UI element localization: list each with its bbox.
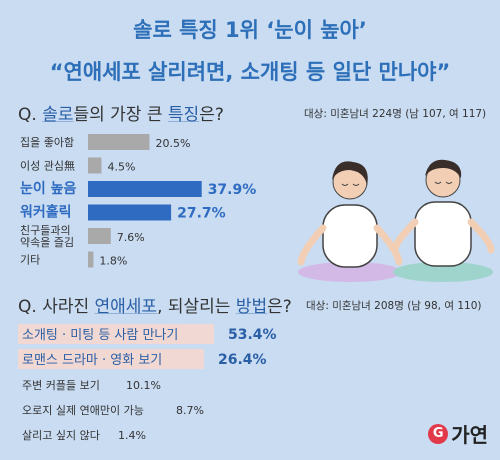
row-category-label: 로맨스 드라마 · 영화 보기	[22, 353, 162, 368]
question-1-note: 대상: 미혼남녀 224명 (남 107, 여 117)	[304, 108, 487, 120]
bar-category-label: 워커홀릭	[20, 204, 72, 221]
bar-category-label: 이성 관심無	[20, 159, 75, 173]
logo-text: 가연	[451, 423, 488, 447]
bar-category-label: 집을 좋아함	[20, 136, 74, 149]
bar	[88, 204, 172, 221]
row-value-label: 53.4%	[228, 327, 277, 343]
bar	[88, 228, 111, 244]
page-subtitle: “연애세포 살리려면, 소개팅 등 일단 만나야”	[49, 60, 451, 84]
page-title: 솔로 특징 1위 ‘눈이 높아’	[133, 18, 367, 42]
question-1-prefix: Q.	[18, 105, 43, 125]
question-2-suffix: 은?	[267, 297, 292, 317]
question-1-highlight-1: 솔로	[42, 105, 74, 125]
question-1-middle: 들의 가장 큰	[73, 105, 168, 125]
row-category-label: 소개팅 · 미팅 등 사람 만나기	[22, 328, 178, 343]
question-1-suffix: 은?	[199, 105, 224, 125]
brand-logo: G 가연	[428, 419, 488, 448]
bar-category-label: 친구들과의 약속을 즐김	[20, 224, 74, 249]
question-1: Q. 솔로들의 가장 큰 특징은?	[18, 100, 224, 125]
question-2-middle: , 되살리는	[157, 297, 236, 317]
bar-category-label: 눈이 높음	[20, 180, 77, 197]
chart-solo-traits: 집을 좋아함 20.5% 이성 관심無 4.5% 눈이 높음 37.9% 워커홀릭 27.7%…	[20, 134, 257, 268]
man-figure	[391, 159, 495, 282]
question-2: Q. 사라진 연애세포, 되살리는 방법은?	[18, 292, 292, 317]
question-2-highlight-2: 방법	[235, 297, 268, 317]
bar	[88, 251, 94, 268]
chart-revive-methods: 소개팅 · 미팅 등 사람 만나기 53.4% 로맨스 드라마 · 영화 보기 26.…	[18, 324, 277, 442]
woman-figure	[297, 161, 403, 282]
bar	[88, 181, 202, 197]
bar-value-label: 4.5%	[108, 161, 136, 174]
row-category-label: 주변 커플들 보기	[22, 379, 100, 392]
gayeon-logo-icon: G	[428, 423, 449, 444]
bar	[88, 157, 102, 174]
bar-value-label: 37.9%	[208, 182, 257, 198]
meditating-couple-illustration	[297, 159, 495, 282]
row-value-label: 26.4%	[218, 352, 267, 368]
bar-category-label: 기타	[20, 254, 40, 267]
bar-value-label: 27.7%	[177, 206, 226, 222]
bar-value-label: 20.5%	[156, 137, 191, 150]
question-1-highlight-2: 특징	[167, 105, 200, 125]
question-2-prefix: Q. 사라진	[18, 297, 95, 317]
row-category-label: 살리고 싶지 않다	[22, 429, 100, 442]
row-highlight-background	[18, 349, 204, 369]
bar	[88, 134, 150, 150]
row-value-label: 8.7%	[176, 404, 204, 417]
bar-value-label: 7.6%	[117, 231, 145, 244]
question-2-note: 대상: 미혼남녀 208명 (남 98, 여 110)	[306, 300, 482, 312]
question-2-highlight-1: 연애세포	[94, 297, 158, 317]
row-value-label: 10.1%	[126, 379, 161, 392]
bar-value-label: 1.8%	[99, 255, 127, 268]
row-highlight-background	[18, 324, 214, 344]
row-value-label: 1.4%	[118, 429, 146, 442]
row-category-label: 오로지 실제 연애만이 가능	[22, 404, 144, 417]
